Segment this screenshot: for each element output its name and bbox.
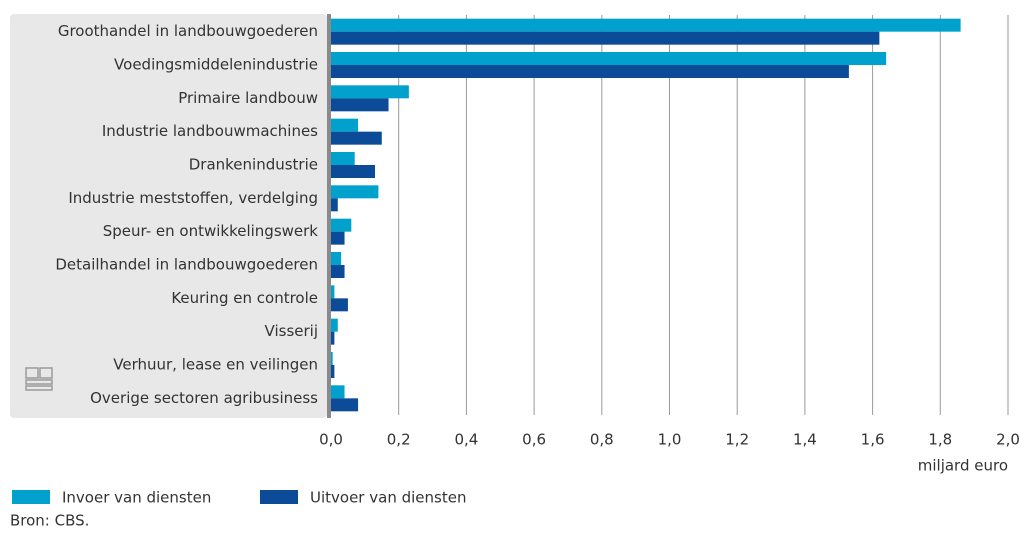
bar bbox=[331, 165, 376, 178]
y-tick-label: Overige sectoren agribusiness bbox=[90, 389, 318, 407]
bar bbox=[331, 18, 961, 32]
bar bbox=[331, 31, 880, 45]
bar bbox=[331, 118, 359, 132]
y-tick-label: Industrie meststoffen, verdelging bbox=[68, 189, 318, 207]
bar bbox=[331, 318, 338, 332]
x-tick-label: 1,4 bbox=[793, 431, 817, 449]
y-tick-label: Speur- en ontwikkelingswerk bbox=[103, 222, 319, 240]
x-tick-label: 0,8 bbox=[590, 431, 614, 449]
y-tick-label: Groothandel in landbouwgoederen bbox=[58, 22, 318, 40]
source: Bron: CBS. bbox=[10, 512, 89, 530]
bar bbox=[331, 365, 335, 378]
x-tick-label: 1,8 bbox=[928, 431, 952, 449]
x-tick-label: 2,0 bbox=[996, 431, 1020, 449]
bar bbox=[331, 385, 345, 399]
bar bbox=[331, 198, 338, 212]
x-tick-label: 0,4 bbox=[454, 431, 478, 449]
bar bbox=[331, 298, 348, 312]
y-tick-label: Detailhandel in landbouwgoederen bbox=[55, 256, 318, 274]
bar bbox=[331, 265, 345, 278]
y-tick-label: Keuring en controle bbox=[171, 289, 318, 307]
bar bbox=[331, 231, 345, 245]
x-tick-label: 0,6 bbox=[522, 431, 546, 449]
legend-label: Invoer van diensten bbox=[62, 489, 211, 507]
x-tick-label: 1,6 bbox=[861, 431, 885, 449]
legend-swatch bbox=[12, 490, 50, 504]
bar bbox=[331, 285, 335, 299]
bar bbox=[331, 98, 389, 112]
y-tick-label: Industrie landbouwmachines bbox=[102, 122, 318, 140]
label-panel bbox=[10, 14, 327, 418]
y-tick-label: Verhuur, lease en veilingen bbox=[113, 356, 318, 374]
logo bbox=[25, 367, 53, 391]
x-tick-label: 1,0 bbox=[658, 431, 682, 449]
y-tick-label: Drankenindustrie bbox=[189, 156, 318, 174]
x-tick-label: 1,2 bbox=[725, 431, 749, 449]
bar bbox=[331, 398, 359, 412]
bar bbox=[331, 218, 352, 232]
bar bbox=[331, 352, 333, 365]
x-tick-label: 0,2 bbox=[387, 431, 411, 449]
bar bbox=[331, 131, 382, 145]
legend-swatch bbox=[260, 490, 298, 504]
y-tick-label: Voedingsmiddelenindustrie bbox=[114, 56, 318, 74]
y-tick-label: Primaire landbouw bbox=[178, 89, 318, 107]
bar bbox=[331, 85, 409, 99]
bar bbox=[331, 185, 379, 199]
bar bbox=[331, 331, 335, 345]
legend-label: Uitvoer van diensten bbox=[310, 489, 466, 507]
x-tick-label: 0,0 bbox=[319, 431, 343, 449]
bar bbox=[331, 65, 849, 78]
y-tick-label: Visserij bbox=[265, 322, 318, 340]
bar bbox=[331, 52, 887, 65]
bar bbox=[331, 152, 355, 165]
axis-bar bbox=[327, 14, 331, 418]
x-axis-label: miljard euro bbox=[918, 457, 1008, 475]
bar bbox=[331, 252, 342, 265]
